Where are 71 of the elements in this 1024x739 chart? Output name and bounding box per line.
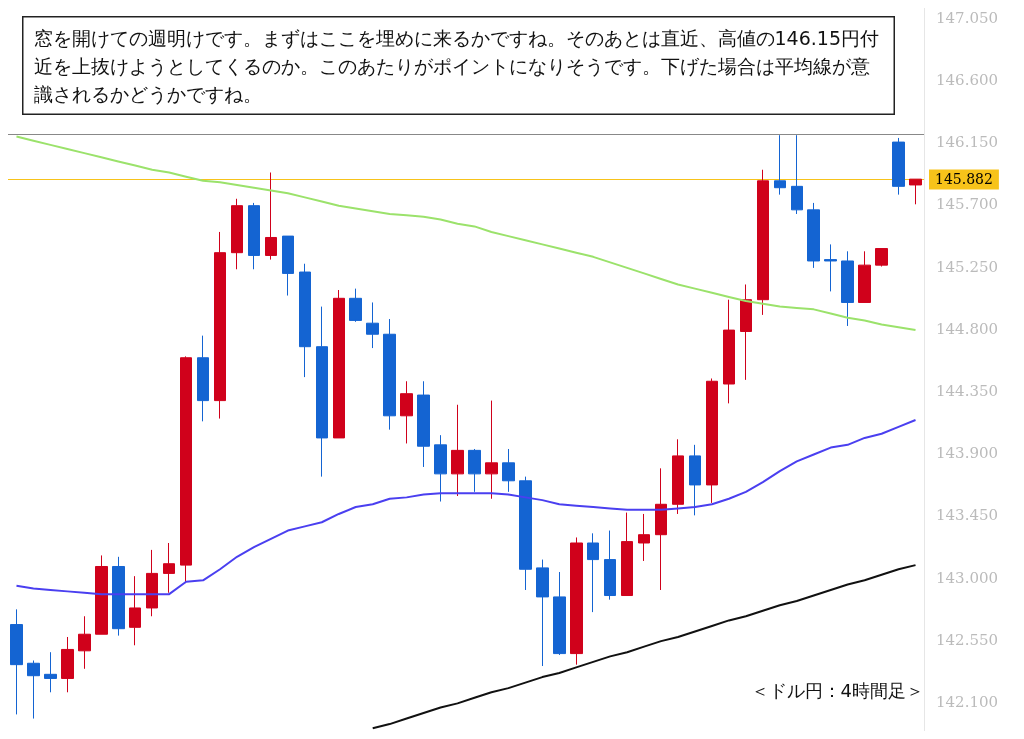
candlestick [129,575,141,646]
candlestick [78,615,91,670]
candlestick [706,377,718,504]
y-tick-label: 144.800 [936,319,999,338]
y-tick-label: 142.100 [936,692,999,711]
candlestick [282,235,294,297]
candlestick [587,532,599,613]
candlestick [536,559,549,667]
line-series [15,135,917,332]
candlestick [740,283,752,381]
candlestick [875,248,888,268]
candlestick [519,476,532,591]
candlestick [604,530,616,601]
candlestick [383,318,396,431]
candlestick [841,250,854,327]
candlestick [909,178,922,205]
candlestick [180,355,192,584]
candlestick [95,554,108,635]
candlestick [349,288,362,323]
candlestick [824,243,837,292]
y-tick-label: 146.150 [936,133,999,152]
candlestick [774,134,786,196]
y-tick-label: 143.000 [936,568,999,587]
candlestick [892,137,905,196]
y-tick-label: 145.700 [936,195,999,214]
y-tick-label: 143.450 [936,506,999,525]
candlestick [299,263,311,378]
candlestick [655,467,667,591]
candlestick [621,512,633,597]
candlestick [757,169,769,316]
candlestick [146,549,158,617]
candlestick [44,651,57,693]
y-tick-label: 144.350 [936,381,999,400]
candlestick [27,660,40,720]
candlestick [638,513,650,562]
candlestick [248,202,260,270]
line-series [15,418,917,596]
candlestick [672,438,684,515]
candlestick [231,198,243,270]
candlestick [485,400,498,500]
candlestick [366,301,379,349]
candlestick [553,571,566,656]
candlestick [502,448,515,493]
candlestick [214,231,226,420]
candlestick [163,542,175,594]
annotation: 窓を開けての週明けです。まずはここを埋めに来るかですね。そのあとは直近、高値の146.15円付近を上抜けようとしてくるのか。このあたりがポイントになりそうです。下げた場合は平均線が意識されるかどうかですね。 [33,26,879,105]
candlestick [858,250,871,303]
candlestick [400,380,413,444]
candlestick [417,380,430,468]
y-tick-label: 142.550 [936,630,999,649]
y-tick-label: 146.600 [936,70,999,89]
candlestick [468,448,481,493]
candlestick [10,608,23,715]
candlestick [112,556,125,637]
ref-line-label: 145.882 [935,171,993,188]
candlestick [197,335,209,422]
candlestick [570,536,583,666]
candlestick [807,202,820,269]
candlestick [61,636,74,693]
candlestick [434,434,447,503]
candlestick [689,444,701,516]
candlestick [265,172,277,261]
candlestick [791,134,803,215]
candlestick [316,306,328,478]
y-tick-label: 147.050 [936,8,999,27]
y-tick-label: 143.900 [936,444,999,463]
candlestick [333,289,345,439]
annotation: ＜ドル円：4時間足＞ [750,679,924,701]
y-tick-label: 145.250 [936,257,999,276]
candlestick [723,299,735,404]
candlestick [451,404,464,497]
